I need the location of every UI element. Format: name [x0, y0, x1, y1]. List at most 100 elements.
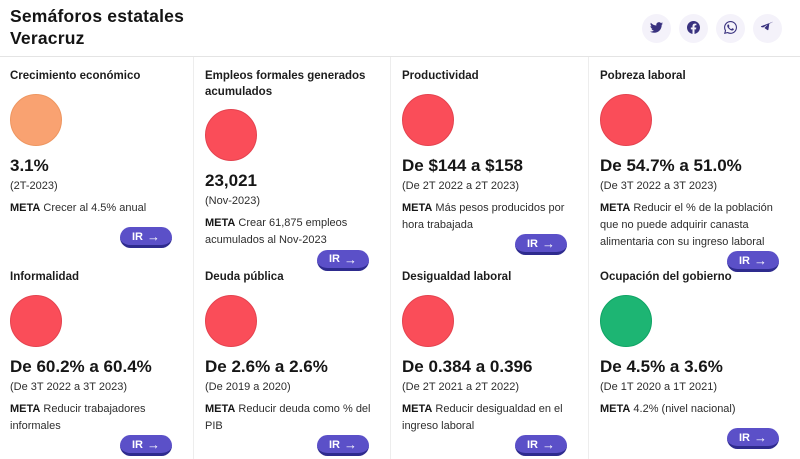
ir-button[interactable]: IR →: [727, 428, 779, 449]
arrow-right-icon: →: [147, 229, 160, 244]
card-ocupacion-gobierno: Ocupación del gobierno De 4.5% a 3.6% (D…: [588, 258, 800, 459]
meta-label: META: [10, 201, 41, 214]
status-circle: [402, 294, 454, 347]
arrow-right-icon: →: [542, 236, 555, 252]
indicator-title: Informalidad: [10, 271, 80, 283]
indicator-meta: META Reducir deuda como % del PIB: [205, 401, 376, 435]
button-row: IR →: [402, 234, 574, 256]
indicator-period: (De 2T 2022 a 2T 2023): [402, 179, 520, 192]
button-row: IR →: [10, 227, 179, 248]
indicator-title: Desigualdad laboral: [402, 271, 512, 283]
card-informalidad: Informalidad De 60.2% a 60.4% (De 3T 202…: [0, 258, 193, 459]
meta-text: Reducir desigualdad en el ingreso labora…: [402, 402, 563, 432]
indicator-value: De 2.6% a 2.6%: [205, 356, 328, 376]
ir-button[interactable]: IR →: [120, 435, 172, 457]
indicator-title: Empleos formales generados acumulados: [205, 70, 366, 98]
button-row: IR →: [205, 249, 376, 271]
indicator-meta: META Más pesos producidos por hora traba…: [402, 200, 574, 234]
button-row: IR →: [600, 251, 786, 273]
indicator-period: (2T-2023): [10, 179, 58, 192]
meta-label: META: [205, 217, 236, 230]
page-title-line1: Semáforos estatales: [10, 6, 185, 26]
ir-button[interactable]: IR →: [515, 435, 567, 457]
meta-text: Crear 61,875 empleos acumulados al Nov-2…: [205, 217, 348, 247]
indicator-value: 3.1%: [10, 155, 49, 175]
ir-button[interactable]: IR →: [317, 435, 369, 457]
whatsapp-icon: [724, 20, 737, 37]
ir-button[interactable]: IR →: [120, 227, 172, 248]
button-row: IR →: [205, 435, 376, 457]
indicator-value: De 0.384 a 0.396: [402, 356, 533, 376]
twitter-icon: [650, 21, 663, 37]
button-row: IR →: [402, 435, 574, 457]
indicator-meta: META Crecer al 4.5% anual: [10, 200, 179, 217]
meta-text: Reducir trabajadores informales: [10, 402, 146, 432]
indicator-meta: META Reducir desigualdad en el ingreso l…: [402, 401, 574, 435]
indicator-period: (De 2T 2021 a 2T 2022): [402, 380, 520, 393]
card-desigualdad-laboral: Desigualdad laboral De 0.384 a 0.396 (De…: [390, 258, 588, 459]
meta-label: META: [600, 201, 631, 214]
button-row: IR →: [10, 435, 179, 457]
meta-label: META: [402, 201, 433, 214]
page-title-line2: Veracruz: [10, 28, 85, 49]
telegram-share-button[interactable]: [753, 14, 782, 43]
meta-label: META: [10, 402, 41, 415]
facebook-share-button[interactable]: [679, 14, 708, 43]
indicator-meta: META Crear 61,875 empleos acumulados al …: [205, 215, 376, 249]
ir-button[interactable]: IR →: [727, 251, 779, 273]
indicator-value: De 60.2% a 60.4%: [10, 356, 152, 376]
arrow-right-icon: →: [344, 437, 357, 453]
indicator-meta: META Reducir trabajadores informales: [10, 401, 179, 435]
telegram-icon: [760, 21, 774, 37]
status-circle: [205, 109, 257, 162]
status-circle: [205, 294, 257, 347]
arrow-right-icon: →: [754, 253, 767, 269]
indicator-period: (Nov-2023): [205, 195, 261, 208]
meta-text: Reducir deuda como % del PIB: [205, 402, 371, 432]
meta-text: 4.2% (nivel nacional): [633, 402, 736, 415]
ir-button[interactable]: IR →: [515, 234, 567, 256]
indicator-meta: META 4.2% (nivel nacional): [600, 401, 786, 418]
status-circle: [600, 93, 652, 146]
indicator-meta: META Reducir el % de la población que no…: [600, 200, 786, 251]
indicator-period: (De 1T 2020 a 1T 2021): [600, 380, 718, 393]
indicator-grid: Crecimiento económico 3.1% (2T-2023) MET…: [0, 57, 800, 459]
indicator-period: (De 3T 2022 a 3T 2023): [600, 179, 718, 192]
ir-button[interactable]: IR →: [317, 249, 369, 271]
card-empleos-formales: Empleos formales generados acumulados 23…: [193, 57, 390, 271]
page-title: Semáforos estatales Veracruz: [10, 5, 184, 50]
page-header: Semáforos estatales Veracruz: [0, 0, 800, 57]
meta-label: META: [205, 402, 236, 415]
facebook-icon: [687, 20, 700, 37]
meta-label: META: [600, 402, 631, 415]
arrow-right-icon: →: [147, 437, 160, 453]
indicator-value: De $144 a $158: [402, 155, 523, 175]
meta-text: Reducir el % de la población que no pued…: [600, 201, 773, 248]
indicator-value: De 54.7% a 51.0%: [600, 155, 742, 175]
status-circle: [600, 294, 652, 347]
card-productividad: Productividad De $144 a $158 (De 2T 2022…: [390, 57, 588, 258]
meta-text: Crecer al 4.5% anual: [43, 201, 147, 214]
indicator-value: 23,021: [205, 171, 257, 191]
card-pobreza-laboral: Pobreza laboral De 54.7% a 51.0% (De 3T …: [588, 57, 800, 273]
indicator-title: Pobreza laboral: [600, 70, 686, 82]
indicator-title: Deuda pública: [205, 271, 284, 283]
whatsapp-share-button[interactable]: [716, 14, 745, 43]
status-circle: [402, 93, 454, 146]
button-row: IR →: [600, 428, 786, 449]
indicator-title: Crecimiento económico: [10, 70, 141, 82]
share-buttons: [642, 14, 782, 43]
meta-text: Más pesos producidos por hora trabajada: [402, 201, 565, 231]
indicator-period: (De 2019 a 2020): [205, 380, 291, 393]
twitter-share-button[interactable]: [642, 14, 671, 43]
meta-label: META: [402, 402, 433, 415]
status-circle: [10, 294, 62, 347]
indicator-title: Productividad: [402, 70, 479, 82]
card-deuda-publica: Deuda pública De 2.6% a 2.6% (De 2019 a …: [193, 258, 390, 459]
status-circle: [10, 93, 62, 146]
arrow-right-icon: →: [754, 430, 767, 445]
card-crecimiento-economico: Crecimiento económico 3.1% (2T-2023) MET…: [0, 57, 193, 258]
arrow-right-icon: →: [542, 437, 555, 453]
indicator-title: Ocupación del gobierno: [600, 271, 732, 283]
